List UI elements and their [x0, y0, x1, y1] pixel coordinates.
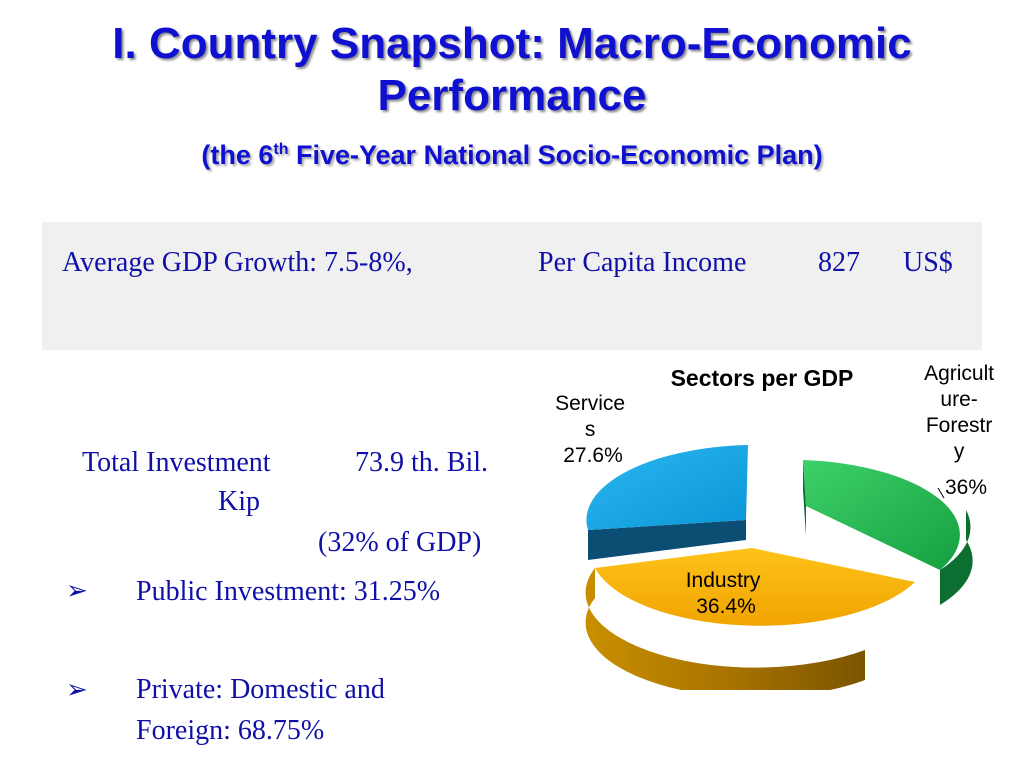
bullet-arrow-icon: ➢ — [66, 675, 88, 704]
slice-label-services: Service s 27.6% — [555, 392, 631, 467]
summary-box — [42, 222, 982, 350]
slice-label-agriculture: Agricult ure- Forestr y 36% — [924, 362, 1000, 499]
gdp-growth-text: Average GDP Growth: 7.5-8%, — [62, 247, 413, 278]
sectors-pie-chart: Sectors per GDP Service s 27.6% Industry… — [555, 362, 1000, 690]
slice-label-industry: Industry 36.4% — [686, 569, 767, 618]
private-investment-line-1: Private: Domestic and — [136, 674, 385, 705]
slice-industry — [595, 548, 915, 626]
slice-services — [586, 445, 748, 530]
total-investment-value: 73.9 th. Bil. — [355, 447, 489, 478]
slice-side-agriculture-outer — [940, 510, 973, 605]
public-investment-text: Public Investment: 31.25% — [136, 576, 441, 607]
slice-side-agriculture — [803, 460, 806, 536]
agriculture-leader-line — [937, 487, 945, 499]
subtitle-suffix: Five-Year National Socio-Economic Plan) — [288, 140, 823, 170]
total-investment-unit: Kip — [218, 486, 260, 517]
slice-agriculture — [803, 460, 960, 570]
title-line-1: I. Country Snapshot: Macro-Economic — [112, 19, 912, 68]
slice-side-services — [588, 520, 746, 560]
total-investment-label: Total Investment — [82, 447, 271, 478]
chart-title: Sectors per GDP — [671, 365, 854, 391]
subtitle-superscript: th — [273, 141, 289, 158]
private-investment-line-2: Foreign: 68.75% — [136, 715, 325, 746]
total-investment-share: (32% of GDP) — [318, 527, 482, 558]
slide-subtitle: (the 6th Five-Year National Socio-Econom… — [0, 140, 1024, 171]
slice-side-industry — [585, 568, 865, 690]
slide-title: I. Country Snapshot: Macro-Economic Perf… — [0, 18, 1024, 122]
title-line-2: Performance — [377, 71, 647, 120]
per-capita-income-unit: US$ — [903, 247, 953, 278]
subtitle-prefix: (the 6 — [201, 140, 274, 170]
bullet-arrow-icon: ➢ — [66, 576, 88, 605]
per-capita-income-label: Per Capita Income — [538, 247, 747, 278]
per-capita-income-value: 827 — [818, 247, 860, 278]
